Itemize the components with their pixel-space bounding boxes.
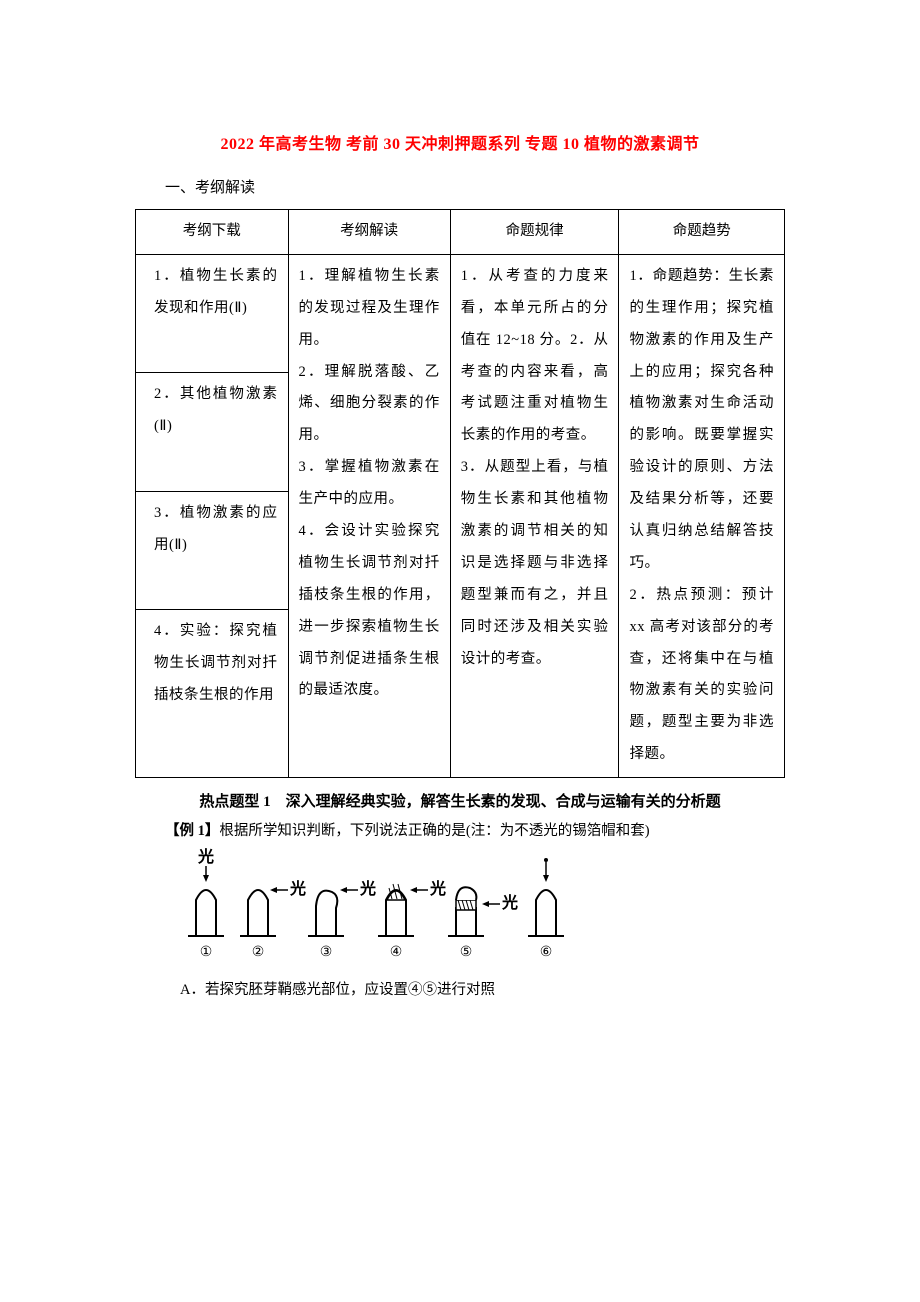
light-label-5: 光 — [501, 893, 518, 912]
diagram-label-3: ③ — [320, 945, 333, 960]
cell-col4: 1．命题趋势：生长素的生理作用；探究植物激素的作用及生产上的应用；探究各种植物激… — [619, 254, 785, 777]
diagram-item-4: 光 ④ — [378, 879, 446, 960]
col-header-3: 命题规律 — [450, 210, 619, 255]
diagram-item-5: 光 ⑤ — [448, 887, 518, 960]
diagram-label-5: ⑤ — [460, 945, 473, 960]
diagram-svg: 光 ① 光 ② 光 ③ — [180, 848, 580, 963]
doc-title: 2022 年高考生物 考前 30 天冲刺押题系列 专题 10 植物的激素调节 — [135, 130, 785, 154]
light-label-4: 光 — [429, 879, 446, 898]
cell-r2c1: 2．其他植物激素(Ⅱ) — [136, 373, 289, 492]
diagram-item-2: 光 ② — [240, 879, 306, 960]
diagram-item-3: 光 ③ — [308, 879, 376, 960]
diagram-label-1: ① — [200, 945, 213, 960]
col-header-1: 考纲下载 — [136, 210, 289, 255]
light-label-2: 光 — [289, 879, 306, 898]
choice-a: A．若探究胚芽鞘感光部位，应设置④⑤进行对照 — [180, 978, 785, 999]
example-text: 根据所学知识判断，下列说法正确的是(注：为不透光的锡箔帽和套) — [219, 823, 649, 839]
cell-col3: 1．从考查的力度来看，本单元所占的分值在 12~18 分。2．从考查的内容来看，… — [450, 254, 619, 777]
diagram-label-6: ⑥ — [540, 945, 553, 960]
diagram-label-2: ② — [252, 945, 265, 960]
cell-r1c1: 1．植物生长素的发现和作用(Ⅱ) — [136, 254, 289, 373]
cell-col2: 1．理解植物生长素的发现过程及生理作用。2．理解脱落酸、乙烯、细胞分裂素的作用。… — [288, 254, 450, 777]
light-label-top-1: 光 — [197, 848, 214, 866]
syllabus-table: 考纲下载 考纲解读 命题规律 命题趋势 1．植物生长素的发现和作用(Ⅱ) 1．理… — [135, 209, 785, 778]
col-header-4: 命题趋势 — [619, 210, 785, 255]
table-header-row: 考纲下载 考纲解读 命题规律 命题趋势 — [136, 210, 785, 255]
section-heading: 一、考纲解读 — [165, 176, 785, 197]
diagram-item-1: 光 ① — [188, 848, 224, 960]
diagram-item-6: ⑥ — [528, 858, 564, 960]
cell-r3c1: 3．植物激素的应用(Ⅱ) — [136, 491, 289, 610]
col-header-2: 考纲解读 — [288, 210, 450, 255]
cell-r4c1: 4．实验：探究植物生长调节剂对扦插枝条生根的作用 — [136, 610, 289, 778]
light-label-3: 光 — [359, 879, 376, 898]
diagram-label-4: ④ — [390, 945, 403, 960]
table-row: 1．植物生长素的发现和作用(Ⅱ) 1．理解植物生长素的发现过程及生理作用。2．理… — [136, 254, 785, 373]
coleoptile-diagram: 光 ① 光 ② 光 ③ — [180, 848, 785, 968]
example-1: 【例 1】根据所学知识判断，下列说法正确的是(注：为不透光的锡箔帽和套) — [165, 819, 785, 840]
example-label: 【例 1】 — [165, 823, 219, 839]
hot-topic-heading: 热点题型 1 深入理解经典实验，解答生长素的发现、合成与运输有关的分析题 — [135, 790, 785, 811]
